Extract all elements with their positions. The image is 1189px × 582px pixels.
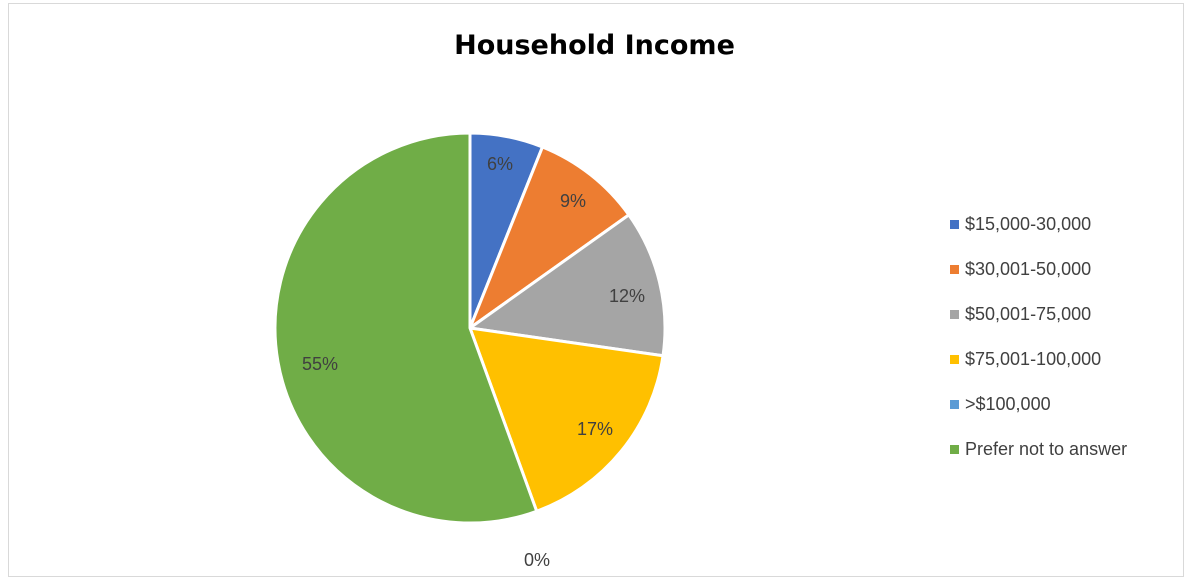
legend-item-0: $15,000-30,000 [950, 202, 1127, 247]
legend-label-3: $75,001-100,000 [965, 349, 1102, 369]
legend-label-1: $30,001-50,000 [965, 259, 1092, 279]
legend-item-5: Prefer not to answer [950, 427, 1127, 472]
data-label-5: 55% [302, 354, 338, 374]
legend-item-2: $50,001-75,000 [950, 292, 1127, 337]
data-label-0: 6% [487, 154, 513, 174]
chart-legend: $15,000-30,000 $30,001-50,000 $50,001-75,0… [950, 202, 1127, 472]
data-label-3: 17% [577, 419, 613, 439]
legend-swatch-2 [950, 310, 959, 319]
legend-swatch-1 [950, 265, 959, 274]
legend-label-0: $15,000-30,000 [965, 214, 1092, 234]
legend-item-3: $75,001-100,000 [950, 337, 1127, 382]
pie-slice-5 [273, 131, 539, 525]
legend-label-4: >$100,000 [965, 394, 1051, 414]
data-label-2: 12% [609, 286, 645, 306]
legend-label-2: $50,001-75,000 [965, 304, 1092, 324]
pie-slice-3 [468, 326, 665, 513]
pie-slice-2 [468, 213, 667, 358]
legend-label-5: Prefer not to answer [965, 439, 1128, 459]
pie-slice-1 [468, 145, 631, 330]
legend-swatch-5 [950, 445, 959, 454]
data-label-4: 0% [524, 550, 550, 570]
legend-item-4: >$100,000 [950, 382, 1127, 427]
data-label-1: 9% [560, 191, 586, 211]
chart-title: Household Income [454, 30, 735, 61]
legend-item-1: $30,001-50,000 [950, 247, 1127, 292]
legend-swatch-0 [950, 220, 959, 229]
legend-swatch-3 [950, 355, 959, 364]
legend-swatch-4 [950, 400, 959, 409]
